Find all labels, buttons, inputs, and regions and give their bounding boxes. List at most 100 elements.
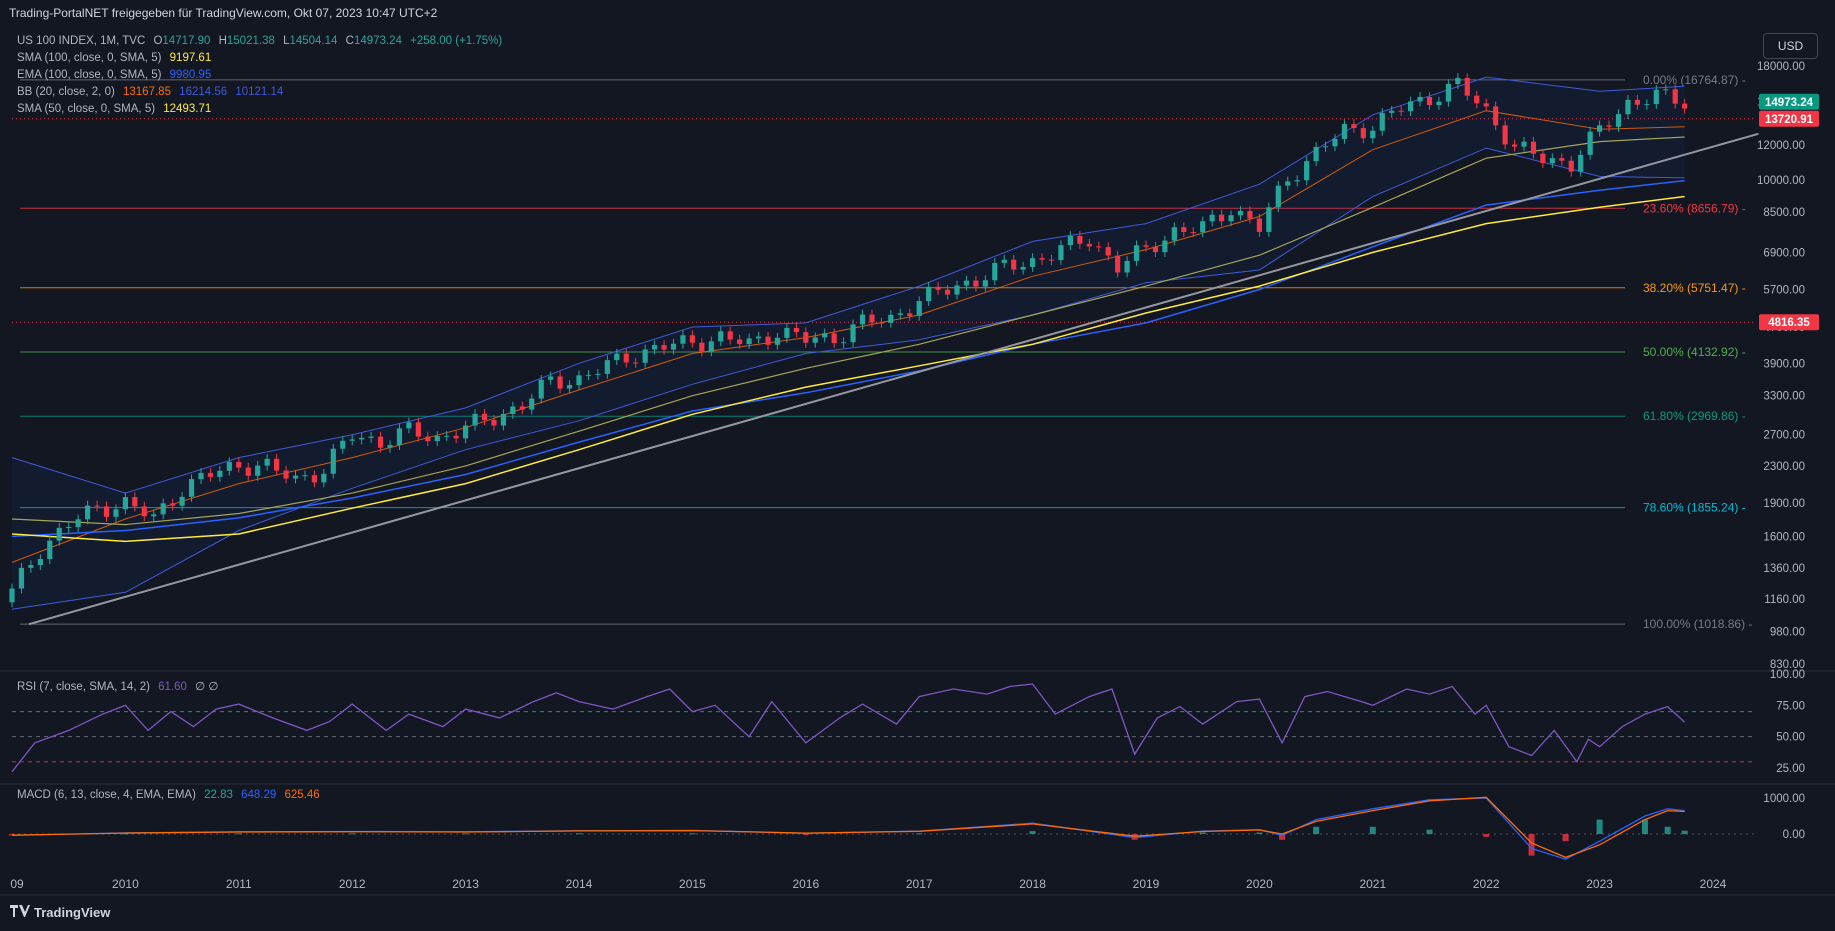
candle-body <box>878 322 884 324</box>
candle-body <box>888 314 894 323</box>
candle-body <box>689 335 695 343</box>
macd-hist-bar <box>1664 826 1671 834</box>
candle-body <box>1672 89 1678 104</box>
price-tick-label: 1900.00 <box>1763 498 1805 510</box>
macd-tick-label: 0.00 <box>1783 829 1805 841</box>
candle-body <box>415 422 421 437</box>
trendline <box>28 132 1759 626</box>
candle-body <box>623 353 629 363</box>
candle-body <box>1360 128 1366 139</box>
legend-sma100[interactable]: SMA (100, close, 0, SMA, 5) 9197.61 <box>17 52 216 64</box>
candle-body <box>47 540 53 560</box>
candle-body <box>1408 101 1414 112</box>
sma50-value: 12493.71 <box>163 103 212 115</box>
rsi-tick-label: 25.00 <box>1776 763 1805 775</box>
candle-body <box>746 338 752 345</box>
candle-body <box>869 314 875 323</box>
candle-body <box>491 420 497 426</box>
candle-body <box>680 335 686 344</box>
candle-body <box>812 337 818 343</box>
candle-body <box>604 360 610 374</box>
fib-level-label: 23.60% (8656.79) - <box>1643 201 1746 215</box>
candle-body <box>897 313 903 315</box>
candle-body <box>831 333 837 344</box>
legend-rsi[interactable]: RSI (7, close, SMA, 14, 2) 61.60 ∅ ∅ <box>17 679 223 693</box>
x-axis-label: 2018 <box>1019 877 1046 891</box>
candle-body <box>1634 99 1640 105</box>
sma50-line <box>11 136 1685 526</box>
candle-body <box>1209 214 1215 222</box>
candle-body <box>793 327 799 333</box>
candle-body <box>1030 258 1036 267</box>
candle-body <box>1067 235 1073 246</box>
candle-body <box>481 413 488 421</box>
candle-body <box>1587 131 1593 155</box>
candle-body <box>425 436 431 442</box>
x-axis-label: 2021 <box>1359 877 1386 891</box>
candle-body <box>982 280 988 287</box>
candle-body <box>283 470 289 479</box>
candle-body <box>56 527 62 541</box>
candle-body <box>1332 138 1338 147</box>
macd-line <box>11 797 1685 860</box>
candle-body <box>595 373 601 375</box>
x-axis-label: 09 <box>10 877 24 891</box>
candle-body <box>245 467 251 476</box>
macd-hist-bar <box>1313 826 1320 834</box>
candle-body <box>1275 185 1281 208</box>
candle-body <box>1540 153 1546 164</box>
candle-body <box>1011 259 1017 270</box>
candle-body <box>1653 89 1659 105</box>
candle-body <box>103 506 110 517</box>
candle-body <box>1313 146 1319 162</box>
candle-body <box>1417 96 1423 102</box>
candle-body <box>737 339 743 345</box>
candle-body <box>122 497 128 510</box>
x-axis-label: 2023 <box>1586 877 1613 891</box>
tradingview-logo[interactable]: TradingView <box>10 905 110 920</box>
candle-body <box>576 375 582 386</box>
candle-body <box>37 559 43 566</box>
legend-ema100[interactable]: EMA (100, close, 0, SMA, 5) 9980.95 <box>17 69 216 81</box>
candle-body <box>359 437 365 440</box>
candle-body <box>226 462 232 471</box>
candle-body <box>963 280 970 286</box>
candle-body <box>406 422 412 429</box>
candle-body <box>1096 246 1102 248</box>
ema100-value: 9980.95 <box>169 69 212 81</box>
macd-hist-bar <box>122 833 129 835</box>
candle-body <box>1483 103 1489 107</box>
macd-signal-line <box>11 796 1685 859</box>
candle-body <box>1105 247 1111 256</box>
x-axis-label: 2017 <box>906 877 933 891</box>
bb-upper-value: 16214.56 <box>179 86 228 98</box>
candle-body <box>179 496 185 506</box>
x-axis-label: 2015 <box>679 877 706 891</box>
sma100-label: SMA (100, close, 0, SMA, 5) <box>17 52 162 64</box>
legend-sma50[interactable]: SMA (50, close, 0, SMA, 5) 12493.71 <box>17 103 216 115</box>
candle-body <box>1379 112 1385 131</box>
candle-body <box>557 376 563 389</box>
sma100-value: 9197.61 <box>169 52 212 64</box>
candle-body <box>1133 245 1140 261</box>
candle-body <box>340 440 346 449</box>
candle-body <box>803 332 809 343</box>
price-tick-label: 2700.00 <box>1763 430 1805 442</box>
bb-lower-line <box>11 147 1685 610</box>
legend-symbol[interactable]: US 100 INDEX, 1M, TVC O14717.90 H15021.3… <box>17 35 507 47</box>
currency-button[interactable]: USD <box>1763 33 1818 59</box>
macd-tick-label: 1000.00 <box>1763 793 1805 805</box>
candle-body <box>1058 245 1064 261</box>
candle-body <box>708 341 714 352</box>
candle-body <box>377 436 384 448</box>
candle-body <box>1256 218 1262 232</box>
legend-macd[interactable]: MACD (6, 13, close, 4, EMA, EMA) 22.83 6… <box>17 789 325 801</box>
bb-lower-value: 10121.14 <box>235 86 284 98</box>
candle-body <box>463 425 469 439</box>
legend-bb[interactable]: BB (20, close, 2, 0) 13167.85 16214.56 1… <box>17 86 288 98</box>
candle-body <box>718 331 724 342</box>
price-label-box <box>1759 93 1819 110</box>
candle-body <box>1597 125 1603 132</box>
